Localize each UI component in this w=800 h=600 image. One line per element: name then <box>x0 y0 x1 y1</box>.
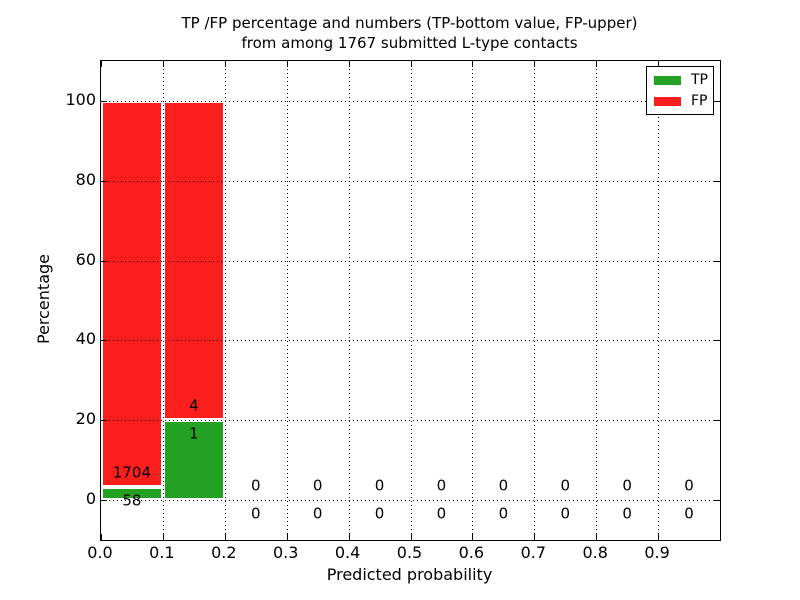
tick-bottom-0.5 <box>410 534 412 540</box>
y-tick-label-60: 60 <box>75 249 96 269</box>
x-tick-label-0.8: 0.8 <box>582 543 608 562</box>
x-tick-label-0.2: 0.2 <box>211 543 237 562</box>
x-tick-label-0.6: 0.6 <box>458 543 485 562</box>
x-tick-label-0.1: 0.1 <box>149 543 175 562</box>
legend: TP FP <box>646 66 714 115</box>
annotation-tp-bin-5: 0 <box>436 504 447 523</box>
tick-bottom-0.6 <box>472 534 474 540</box>
annotation-fp-bin-7: 0 <box>560 476 571 495</box>
tick-left-0 <box>101 500 107 502</box>
tick-right-20 <box>714 420 720 422</box>
grid-layer <box>101 61 720 540</box>
gridline-v-0.6 <box>472 61 474 540</box>
plot-area: 1704 58 4 1 0 0 0 0 0 0 0 0 0 0 0 0 0 0 0 0 <box>100 60 721 541</box>
annotation-fp-bin-5: 0 <box>436 476 447 495</box>
x-tick-label-0.4: 0.4 <box>334 543 361 562</box>
tick-bottom-0.7 <box>534 534 536 540</box>
tick-left-80 <box>101 180 107 182</box>
tick-bottom-0.2 <box>224 534 226 540</box>
annotation-tp-bin-4: 0 <box>374 504 385 523</box>
y-tick-label-0: 0 <box>85 489 96 509</box>
annotation-fp-bin-1: 4 <box>189 396 199 415</box>
tick-top-0.0 <box>101 61 102 67</box>
gridline-v-0.2 <box>224 61 226 540</box>
annotation-fp-bin-9: 0 <box>684 476 694 495</box>
y-tick-label-20: 20 <box>75 409 96 429</box>
x-tick-label-0.7: 0.7 <box>520 543 547 562</box>
annotation-fp-bin-3: 0 <box>312 476 323 495</box>
tick-right-40 <box>714 340 720 342</box>
tick-top-0.6 <box>472 61 474 67</box>
y-axis-label: Percentage <box>34 253 53 345</box>
tick-top-0.8 <box>596 61 598 67</box>
tick-right-60 <box>714 260 720 262</box>
annotation-tp-bin-7: 0 <box>560 504 571 523</box>
bar-fp-bin-1 <box>162 100 225 421</box>
tick-right-80 <box>714 180 720 182</box>
annotation-tp-bin-8: 0 <box>622 504 632 523</box>
x-tick-label-0.9: 0.9 <box>644 543 670 562</box>
y-tick-label-100: 100 <box>65 89 96 109</box>
legend-swatch-tp-icon <box>654 75 681 85</box>
tick-bottom-0.3 <box>286 534 288 540</box>
x-tick-label-0.5: 0.5 <box>396 543 423 562</box>
legend-swatch-fp-icon <box>654 96 681 106</box>
tick-top-0.2 <box>224 61 226 67</box>
legend-label-tp: TP <box>691 72 708 88</box>
annotation-tp-bin-6: 0 <box>498 504 509 523</box>
tick-left-20 <box>101 420 107 422</box>
annotation-fp-bin-2: 0 <box>250 476 261 495</box>
x-tick-label-0.3: 0.3 <box>272 543 299 562</box>
legend-entry-fp: FP <box>654 94 713 108</box>
x-axis-label: Predicted probability <box>326 565 493 584</box>
y-tick-label-80: 80 <box>75 169 96 189</box>
legend-entry-tp: TP <box>654 73 713 87</box>
tick-top-0.5 <box>410 61 412 67</box>
gridline-v-0.3 <box>286 61 288 540</box>
annotation-tp-bin-3: 0 <box>312 504 323 523</box>
tick-top-0.4 <box>348 61 350 67</box>
bar-tp-bin-0 <box>101 486 163 501</box>
gridline-v-0.9 <box>658 61 660 540</box>
chart-title-line1: TP /FP percentage and numbers (TP-bottom… <box>181 14 638 32</box>
tick-bottom-0.4 <box>348 534 350 540</box>
annotation-tp-bin-2: 0 <box>250 504 261 523</box>
bar-tp-bin-1 <box>162 420 225 501</box>
gridline-v-0.8 <box>596 61 598 540</box>
tick-top-0.1 <box>162 61 164 67</box>
bars-layer <box>101 61 720 540</box>
tick-right-0 <box>714 500 720 502</box>
x-tick-label-0.0: 0.0 <box>87 543 113 562</box>
tick-bottom-0.9 <box>658 534 660 540</box>
annotation-fp-bin-0: 1704 <box>112 463 152 482</box>
gridline-v-0.1 <box>162 61 164 540</box>
bar-fp-bin-0 <box>101 100 163 487</box>
tick-top-0.7 <box>534 61 536 67</box>
annotation-tp-bin-9: 0 <box>684 504 694 523</box>
gridline-v-0.7 <box>534 61 536 540</box>
tick-left-40 <box>101 340 107 342</box>
tick-right-100 <box>714 100 720 102</box>
annotation-fp-bin-8: 0 <box>622 476 632 495</box>
annotation-tp-bin-0: 58 <box>122 491 142 510</box>
tick-bottom-0.1 <box>162 534 164 540</box>
y-tick-label-40: 40 <box>75 329 96 349</box>
tick-bottom-0.8 <box>596 534 598 540</box>
tick-bottom-0.0 <box>101 534 102 540</box>
tick-top-0.9 <box>658 61 660 67</box>
gridline-v-0.4 <box>348 61 350 540</box>
legend-label-fp: FP <box>691 93 708 109</box>
tick-left-100 <box>101 100 107 102</box>
annotation-fp-bin-6: 0 <box>498 476 509 495</box>
tick-top-0.3 <box>286 61 288 67</box>
tick-left-60 <box>101 260 107 262</box>
annotations-layer: 1704 58 4 1 0 0 0 0 0 0 0 0 0 0 0 0 0 0 0 0 <box>101 61 720 540</box>
chart-title-line2: from among 1767 submitted L-type contact… <box>241 34 578 52</box>
tickmarks-layer <box>101 61 720 540</box>
annotation-fp-bin-4: 0 <box>374 476 385 495</box>
gridline-v-0.5 <box>410 61 412 540</box>
annotation-tp-bin-1: 1 <box>189 424 199 443</box>
